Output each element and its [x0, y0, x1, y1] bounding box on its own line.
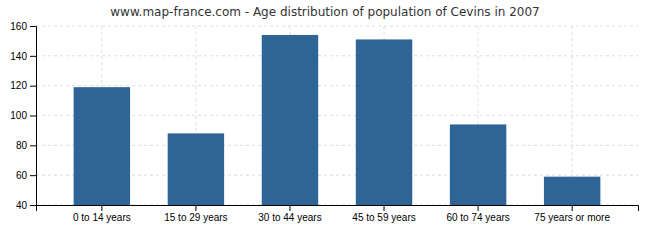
tick-label: 80 — [16, 140, 28, 151]
grid-line-y — [36, 55, 638, 56]
tick-mark — [384, 205, 385, 211]
tick-mark — [572, 205, 573, 211]
tick-mark — [30, 175, 36, 176]
tick-mark — [195, 205, 196, 211]
chart-title: www.map-france.com - Age distribution of… — [110, 5, 539, 19]
tick-mark — [289, 205, 290, 211]
plot-area: 40 60 80 100 120 140 160 0 to 14 years 15 to 29 … — [10, 21, 638, 229]
tick: 15 to 29 years — [164, 205, 227, 223]
bar — [74, 87, 130, 205]
tick-label: 140 — [10, 51, 27, 62]
tick: 120 — [10, 80, 36, 91]
tick: 60 — [16, 170, 36, 181]
tick: 60 to 74 years — [446, 205, 509, 223]
axis-line — [30, 27, 37, 206]
x-axis: 0 to 14 years 15 to 29 years 30 to 44 year… — [37, 205, 639, 223]
tick-label: 45 to 59 years — [352, 212, 415, 223]
grid-line-y — [36, 26, 638, 27]
tick-label: 60 to 74 years — [446, 212, 509, 223]
tick: 80 — [16, 140, 36, 151]
chart-svg: 40 60 80 100 120 140 160 0 to 14 years 15 to 29 … — [0, 0, 650, 229]
tick: 100 — [10, 110, 36, 121]
tick-mark — [30, 86, 36, 87]
bar — [450, 124, 506, 205]
bar — [356, 39, 412, 205]
tick-mark — [30, 145, 36, 146]
tick: 75 years or more — [534, 205, 610, 223]
tick: 40 — [16, 200, 36, 211]
tick-mark — [101, 205, 102, 211]
tick-mark — [30, 205, 36, 206]
bar — [168, 133, 224, 205]
tick-label: 0 to 14 years — [73, 212, 131, 223]
tick-label: 40 — [16, 200, 28, 211]
tick-label: 100 — [10, 110, 27, 121]
bar — [262, 35, 318, 205]
tick: 30 to 44 years — [258, 205, 321, 223]
axis-line — [37, 206, 639, 212]
bar — [544, 177, 600, 205]
bars — [74, 35, 601, 205]
tick-mark — [478, 205, 479, 211]
tick-mark — [30, 116, 36, 117]
tick-label: 75 years or more — [534, 212, 610, 223]
tick-mark — [30, 56, 36, 57]
tick-label: 30 to 44 years — [258, 212, 321, 223]
tick: 140 — [10, 51, 36, 62]
tick-label: 160 — [10, 21, 27, 32]
tick-label: 60 — [16, 170, 28, 181]
y-axis: 40 60 80 100 120 140 160 — [10, 21, 36, 211]
tick-label: 15 to 29 years — [164, 212, 227, 223]
tick: 0 to 14 years — [73, 205, 131, 223]
tick-label: 120 — [10, 80, 27, 91]
tick-mark — [30, 26, 36, 27]
tick: 45 to 59 years — [352, 205, 415, 223]
grid-line-y — [36, 85, 638, 86]
tick: 160 — [10, 21, 36, 32]
